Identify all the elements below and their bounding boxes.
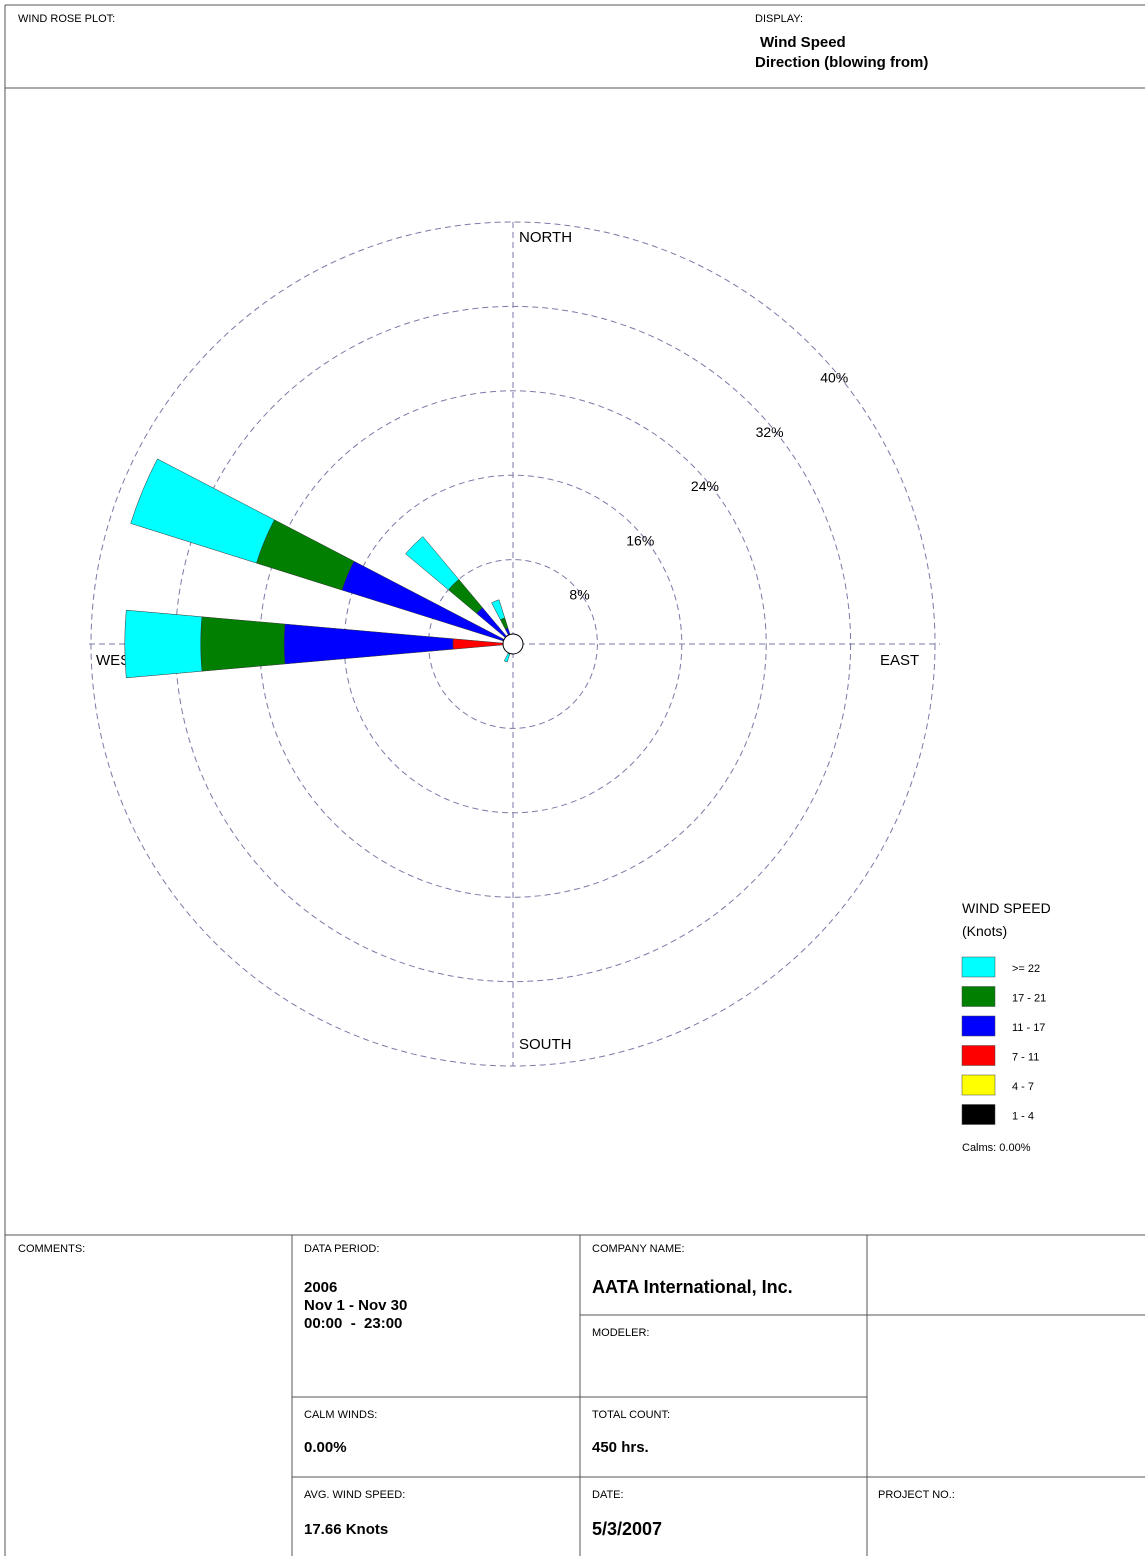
avg-wind-speed: 17.66 Knots	[304, 1521, 388, 1538]
radial-tick-label: 8%	[569, 587, 589, 603]
wind-segment	[256, 519, 355, 591]
calm-winds-label: CALM WINDS:	[304, 1409, 377, 1421]
direction-label: EAST	[880, 652, 919, 669]
legend-label: 1 - 4	[1012, 1111, 1034, 1123]
data-period-line: 00:00 - 23:00	[304, 1315, 402, 1332]
wind-segment	[130, 458, 275, 564]
wind-segment	[503, 653, 511, 663]
total-count: 450 hrs.	[592, 1439, 649, 1456]
data-period-line: 2006	[304, 1279, 337, 1296]
data-period-line: Nov 1 - Nov 30	[304, 1297, 407, 1314]
company-label: COMPANY NAME:	[592, 1243, 685, 1255]
wind-segment	[452, 638, 505, 650]
legend-swatch	[961, 1015, 996, 1037]
wind-segment	[283, 623, 454, 665]
radial-tick-label: 16%	[626, 532, 654, 548]
radial-tick-label: 24%	[691, 478, 719, 494]
wind-segment	[341, 560, 504, 642]
direction-label: SOUTH	[519, 1036, 572, 1053]
date-label: DATE:	[592, 1489, 624, 1501]
project-label: PROJECT NO.:	[878, 1489, 955, 1501]
comments-label: COMMENTS:	[18, 1243, 85, 1255]
legend-label: 4 - 7	[1012, 1081, 1034, 1093]
legend-swatch	[961, 986, 996, 1007]
legend-swatch	[961, 956, 996, 978]
display-line: Direction (blowing from)	[755, 54, 928, 71]
legend-label: 17 - 21	[1012, 993, 1046, 1005]
total-count-label: TOTAL COUNT:	[592, 1409, 670, 1421]
modeler-label: MODELER:	[592, 1327, 649, 1339]
data-period-label: DATA PERIOD:	[304, 1243, 379, 1255]
display-label: DISPLAY:	[755, 13, 803, 25]
legend-label: 7 - 11	[1012, 1052, 1039, 1064]
legend-title: (Knots)	[962, 923, 1007, 939]
header-title: WIND ROSE PLOT:	[18, 13, 115, 25]
display-line: Wind Speed	[760, 34, 846, 51]
calm-circle	[502, 633, 524, 655]
calms-label: Calms: 0.00%	[962, 1142, 1031, 1154]
calm-winds: 0.00%	[304, 1439, 347, 1456]
legend-swatch	[961, 1104, 996, 1125]
legend-title: WIND SPEED	[962, 900, 1051, 916]
legend-label: 11 - 17	[1012, 1022, 1045, 1034]
direction-label: NORTH	[519, 229, 572, 246]
legend-label: >= 22	[1012, 963, 1040, 975]
date: 5/3/2007	[592, 1519, 662, 1539]
wind-segment	[499, 617, 509, 630]
wind-segment	[124, 609, 203, 679]
avg-label: AVG. WIND SPEED:	[304, 1489, 405, 1501]
company-name: AATA International, Inc.	[592, 1277, 793, 1297]
wind-segment	[200, 616, 286, 672]
wind-segment	[405, 536, 460, 591]
legend-swatch	[961, 1074, 996, 1096]
legend-swatch	[961, 1045, 996, 1066]
radial-tick-label: 40%	[820, 370, 848, 386]
wind-segment	[491, 599, 506, 621]
radial-tick-label: 32%	[756, 424, 784, 440]
